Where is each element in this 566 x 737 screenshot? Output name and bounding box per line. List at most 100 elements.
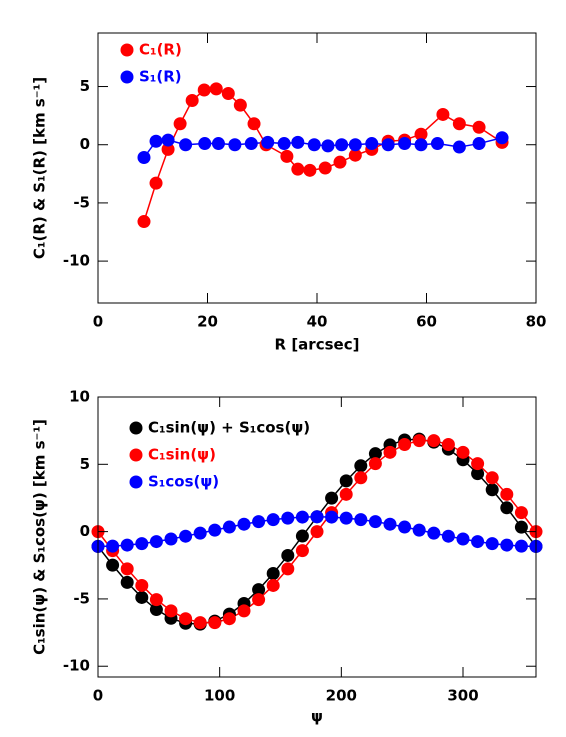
marker [333,155,347,169]
marker [135,578,149,592]
y-tick-label: 0 [80,522,90,540]
marker [149,535,163,549]
marker [412,434,426,448]
y-tick-label: 5 [80,77,90,95]
marker [120,575,134,589]
legend-marker [120,70,134,84]
legend-marker [120,43,134,57]
marker [307,138,321,152]
marker [281,548,295,562]
marker [500,538,514,552]
marker [233,98,247,112]
marker [354,513,368,527]
y-tick-label: -5 [73,589,90,607]
marker [339,511,353,525]
marker [471,535,485,549]
marker [354,471,368,485]
marker [135,537,149,551]
marker [452,140,466,154]
x-axis-label: ψ [311,708,323,726]
marker [193,616,207,630]
marker [514,506,528,520]
marker [106,558,120,572]
marker [281,511,295,525]
marker [295,544,309,558]
marker [339,474,353,488]
legend-label: C₁sin(ψ) + S₁cos(ψ) [148,419,310,437]
legend-label: S₁(R) [139,68,182,86]
marker [427,526,441,540]
marker [325,510,339,524]
marker [244,137,258,151]
marker [325,491,339,505]
marker [247,117,261,131]
x-tick-label: 20 [197,313,218,331]
marker [252,583,266,597]
y-axis-label: C₁(R) & S₁(R) [km s⁻¹] [31,77,49,259]
marker [441,438,455,452]
marker [365,137,379,151]
marker [441,529,455,543]
marker [164,604,178,618]
marker [208,523,222,537]
marker [398,438,412,452]
marker [252,593,266,607]
y-tick-label: 0 [80,135,90,153]
marker [414,138,428,152]
marker [221,87,235,101]
x-tick-label: 200 [326,687,357,705]
marker [208,616,222,630]
marker [339,487,353,501]
legend-marker [129,475,143,489]
marker [368,457,382,471]
marker [456,445,470,459]
marker [368,515,382,529]
legend-label: C₁sin(ψ) [148,446,216,464]
marker [383,445,397,459]
marker [198,137,212,151]
marker [228,138,242,152]
marker [164,532,178,546]
marker [173,117,187,131]
marker [368,447,382,461]
marker [149,176,163,190]
marker [222,520,236,534]
y-tick-label: 5 [80,455,90,473]
marker [295,529,309,543]
marker [485,471,499,485]
marker [149,593,163,607]
marker [348,138,362,152]
marker [120,562,134,576]
marker [412,523,426,537]
marker [179,529,193,543]
marker [120,538,134,552]
marker [310,510,324,524]
marker [185,94,199,107]
marker [398,520,412,534]
y-axis-label: C₁sin(ψ) & S₁cos(ψ) [km s⁻¹] [31,419,49,655]
marker [291,135,305,149]
x-tick-label: 100 [204,687,235,705]
marker [266,578,280,592]
marker [430,137,444,151]
y-tick-label: 10 [69,388,90,406]
legend-label: S₁cos(ψ) [148,473,219,491]
marker [266,566,280,580]
marker [161,133,175,147]
legend-marker [129,448,143,462]
marker [161,142,175,156]
panel: 0 20 40 60 80 -10 -5 0 5 R [arcsec] C₁(R) & S₁(R) … [31,32,546,354]
marker [348,148,362,162]
marker [179,612,193,626]
marker [106,539,120,553]
marker [485,483,499,497]
marker [471,467,485,481]
marker [137,151,151,165]
legend-marker [129,421,143,435]
marker [237,604,251,618]
marker [335,138,349,152]
x-tick-label: 0 [93,687,103,705]
marker [149,603,163,617]
